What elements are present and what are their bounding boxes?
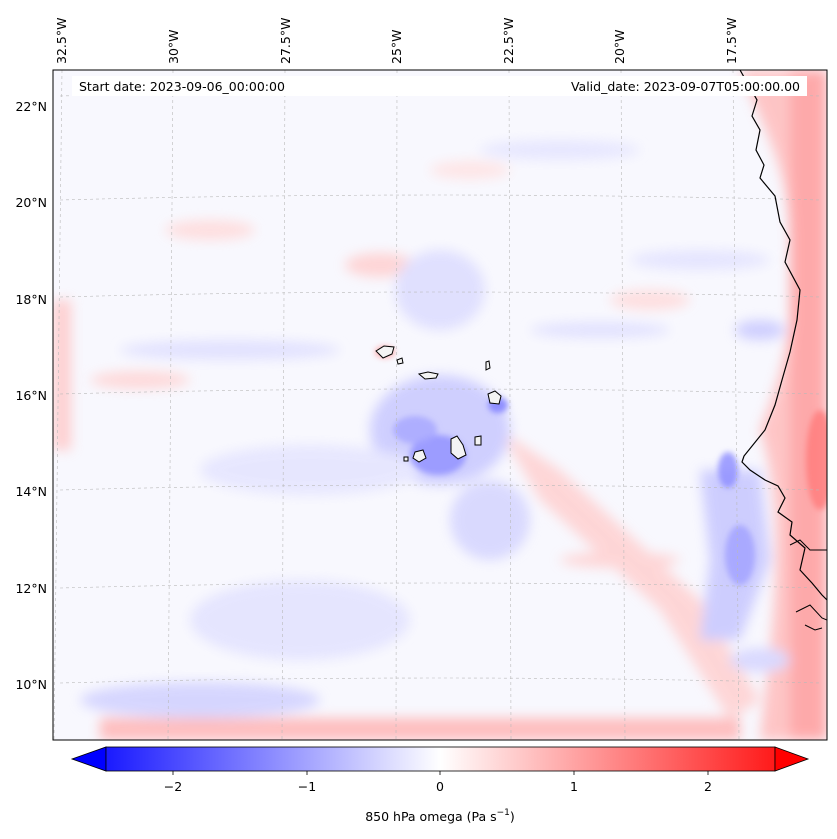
island-santo-antao xyxy=(375,345,395,359)
lon-label-3: 25°W xyxy=(389,29,404,64)
africa-coastline xyxy=(739,70,827,601)
lon-label-4: 22.5°W xyxy=(501,18,516,64)
island-boa-vista xyxy=(487,390,502,405)
colorbar-ticks xyxy=(172,771,709,775)
lat-label-4: 14°N xyxy=(15,484,47,499)
colorbar-tick-3: 1 xyxy=(570,779,578,794)
island-sal xyxy=(485,360,491,371)
colorbar: −2 −1 0 1 2 850 hPa omega (Pa s−1) xyxy=(70,746,810,824)
omega-field xyxy=(53,70,827,740)
lat-label-3: 16°N xyxy=(15,388,47,403)
colorbar-extend-low xyxy=(70,746,107,772)
longitude-labels: 32.5°W 30°W 27.5°W 25°W 22.5°W 20°W 17.5… xyxy=(54,18,739,64)
island-santiago xyxy=(450,435,467,460)
valid-date-text: Valid_date: 2023-09-07T05:00:00.00 xyxy=(571,79,800,94)
colorbar-body xyxy=(105,746,776,772)
colorbar-tick-2: 0 xyxy=(436,779,444,794)
lon-label-5: 20°W xyxy=(612,29,627,64)
africa-coastline-south xyxy=(789,539,827,631)
map-frame xyxy=(52,69,828,741)
lat-label-2: 18°N xyxy=(15,292,47,307)
lat-label-5: 12°N xyxy=(15,581,47,596)
lat-label-6: 10°N xyxy=(15,677,47,692)
island-sao-vicente xyxy=(396,357,404,365)
island-sao-nicolau xyxy=(417,371,439,380)
colorbar-tick-4: 2 xyxy=(704,779,712,794)
start-date-text: Start date: 2023-09-06_00:00:00 xyxy=(79,79,285,94)
latitude-labels: 22°N 20°N 18°N 16°N 14°N 12°N 10°N xyxy=(15,99,47,692)
cape-verde-islands xyxy=(375,345,502,463)
info-box: Start date: 2023-09-06_00:00:00 Valid_da… xyxy=(72,76,807,96)
colorbar-label: 850 hPa omega (Pa s−1) xyxy=(365,808,515,824)
colorbar-extend-high xyxy=(774,746,810,772)
gridlines xyxy=(53,70,821,740)
lat-label-1: 20°N xyxy=(15,195,47,210)
map-area xyxy=(52,69,828,741)
island-maio xyxy=(474,435,482,446)
colorbar-tick-1: −1 xyxy=(298,779,316,794)
island-brava xyxy=(403,456,409,462)
lat-label-0: 22°N xyxy=(15,99,47,114)
lon-label-0: 32.5°W xyxy=(54,18,69,64)
island-fogo xyxy=(412,449,427,463)
lon-label-2: 27.5°W xyxy=(278,18,293,64)
lon-label-1: 30°W xyxy=(166,29,181,64)
lon-label-6: 17.5°W xyxy=(724,18,739,64)
colorbar-tick-0: −2 xyxy=(164,779,182,794)
